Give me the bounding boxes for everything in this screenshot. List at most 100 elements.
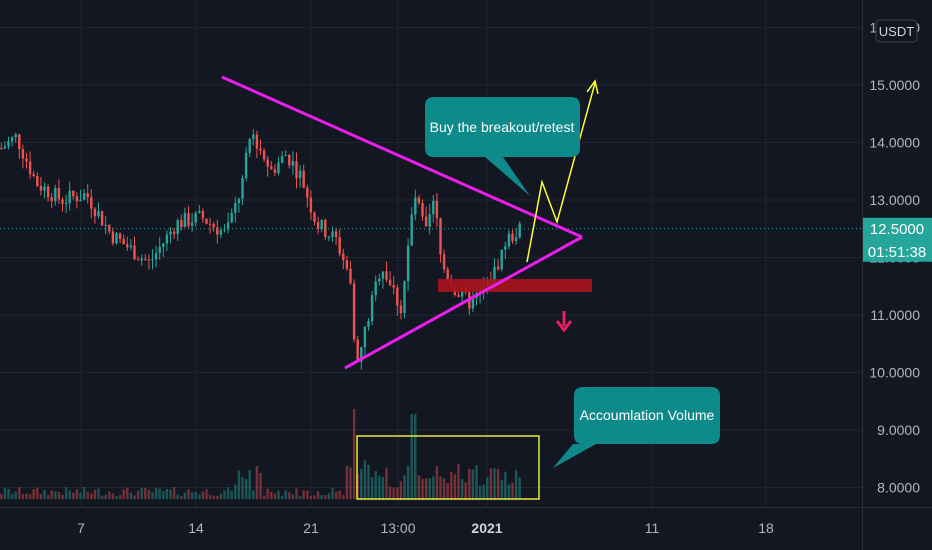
volume-bar: [234, 484, 237, 499]
candle-body: [284, 154, 287, 157]
candle-body: [428, 214, 431, 227]
candle-body: [417, 197, 421, 203]
volume-bar: [475, 465, 478, 499]
time-tick-label: 2021: [471, 520, 502, 536]
candle-body: [493, 266, 496, 286]
candle-body: [446, 269, 449, 280]
volume-bar: [507, 484, 511, 499]
volume-bar: [64, 487, 68, 499]
volume-bar: [295, 488, 298, 499]
candle-body: [129, 245, 133, 248]
candle-body: [122, 239, 125, 245]
candle-body: [410, 214, 413, 246]
volume-bar: [244, 479, 248, 499]
triangle-upper-trendline: [221, 75, 583, 239]
candle-body: [216, 227, 219, 235]
time-tick-label: 7: [77, 520, 85, 536]
time-tick-label: 14: [188, 520, 204, 536]
volume-bar: [306, 490, 309, 499]
candle-body: [511, 233, 514, 242]
candle-body: [39, 185, 43, 191]
volume-bar: [442, 478, 446, 499]
candle-body: [72, 190, 75, 197]
candle-body: [460, 288, 464, 297]
candle-body: [208, 223, 212, 225]
volume-bar: [399, 481, 403, 499]
volume-bar: [226, 487, 230, 499]
volume-bar: [25, 493, 28, 499]
volume-bar: [133, 495, 136, 499]
candle-body: [54, 188, 57, 202]
candle-body: [381, 271, 385, 279]
volume-bar: [414, 414, 417, 499]
volume-bar: [439, 476, 442, 499]
triangle-lower-trendline: [344, 235, 583, 370]
candle-body: [266, 159, 269, 167]
candle-body: [252, 134, 255, 140]
candle-body: [345, 260, 349, 269]
candle-body: [25, 158, 28, 162]
candle-body: [226, 222, 230, 230]
volume-bar: [457, 464, 460, 499]
candle-body: [302, 170, 305, 188]
volume-bar: [363, 460, 367, 499]
volume-bar: [82, 487, 86, 499]
candle-body: [367, 321, 370, 327]
candle-body: [7, 141, 10, 147]
volume-bar: [158, 488, 161, 499]
candle-body: [154, 253, 158, 260]
volume-bar: [378, 475, 381, 499]
volume-bar: [273, 493, 277, 499]
volume-bar: [374, 471, 377, 499]
down-arrow-icon: [555, 311, 573, 333]
breakout-callout: Buy the breakout/retest: [425, 97, 580, 196]
volume-bar: [367, 464, 370, 499]
candle-body: [255, 134, 259, 149]
volume-bar: [61, 494, 64, 499]
volume-bar: [338, 490, 341, 499]
candle-body: [378, 278, 381, 282]
candle-body: [28, 161, 32, 175]
volume-bar: [190, 492, 194, 499]
candle-body: [342, 253, 345, 261]
currency-badge[interactable]: USDT: [875, 19, 918, 43]
candle-body: [118, 233, 122, 240]
candle-body: [338, 237, 341, 254]
volume-bar: [36, 487, 39, 499]
candle-body: [374, 281, 377, 296]
candle-body: [3, 146, 7, 149]
volume-bar: [90, 493, 93, 499]
volume-bar: [500, 479, 503, 499]
candle-body: [198, 210, 201, 213]
volume-bar: [241, 477, 244, 499]
volume-bar: [7, 488, 10, 499]
volume-bar: [28, 493, 32, 499]
candle-body: [187, 213, 190, 226]
volume-bar: [223, 490, 226, 499]
candle-body: [46, 186, 50, 198]
candle-body: [352, 283, 356, 340]
volume-bar: [396, 487, 399, 499]
volume-bar: [277, 490, 280, 499]
volume-bar: [180, 495, 183, 499]
candle-body: [57, 188, 61, 200]
candle-body: [356, 339, 359, 362]
volume-bar: [151, 492, 154, 499]
time-axis[interactable]: 7 14 21 13:00 2021 11 18: [77, 520, 774, 536]
volume-bar: [10, 493, 14, 499]
candle-body: [309, 197, 313, 213]
candle-body: [241, 178, 244, 199]
volume-bar: [230, 490, 233, 499]
volume-bar: [424, 478, 428, 499]
candle-body: [392, 285, 395, 288]
candle-body: [406, 245, 410, 282]
volume-bar: [187, 489, 190, 499]
time-tick-label: 21: [303, 520, 319, 536]
volume-bar: [201, 491, 205, 499]
volume-bar: [172, 487, 176, 499]
candle-body: [291, 161, 295, 166]
volume-bar: [486, 477, 489, 499]
volume-bar: [255, 466, 259, 499]
volume-bar: [237, 470, 241, 499]
